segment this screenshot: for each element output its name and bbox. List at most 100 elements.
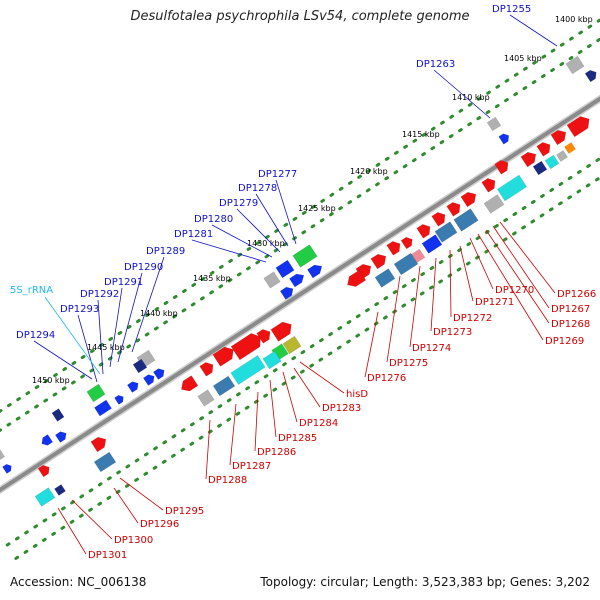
reverse-gene (37, 464, 50, 478)
reverse-gene-shape (483, 194, 505, 214)
reverse-gene-label: DP1270 (495, 285, 534, 296)
forward-leader-line (33, 340, 93, 380)
reverse-gene-shape (416, 224, 431, 239)
reverse-leader-line (477, 233, 544, 341)
forward-gene (2, 463, 12, 474)
scale-label: 1405 kbp (504, 54, 542, 63)
forward-gene (132, 358, 148, 374)
reverse-gene-shape (0, 449, 6, 461)
reverse-gene-label: DP1283 (322, 403, 361, 414)
forward-gene (127, 381, 139, 393)
reverse-gene (421, 234, 443, 254)
reverse-gene-shape (431, 212, 446, 227)
reverse-gene-shape (212, 375, 236, 397)
reverse-leader-line (449, 249, 452, 318)
reverse-gene (494, 160, 509, 175)
reverse-leader-line (205, 419, 211, 480)
reverse-gene (446, 202, 461, 217)
forward-gene (114, 394, 124, 405)
reverse-gene-shape (54, 484, 66, 496)
forward-gene-label: DP1255 (492, 4, 531, 15)
reverse-gene (434, 221, 458, 243)
forward-gene (307, 264, 323, 279)
forward-gene (143, 374, 155, 386)
forward-gene-label: DP1294 (16, 330, 55, 341)
forward-gene (565, 55, 585, 75)
reverse-gene-shape (347, 269, 367, 287)
reverse-gene (483, 194, 505, 214)
reverse-gene-label: DP1285 (278, 433, 317, 444)
forward-gene-shape (275, 259, 295, 279)
reverse-gene-label: DP1268 (551, 319, 590, 330)
forward-gene-shape (263, 271, 281, 289)
reverse-gene-shape (90, 436, 107, 453)
forward-leader-line (433, 69, 491, 119)
forward-gene-shape (153, 368, 165, 380)
forward-gene-shape (307, 264, 323, 279)
reverse-gene (180, 375, 199, 392)
scale-label: 1435 kbp (193, 274, 231, 283)
reverse-gene-label: DP1301 (88, 550, 127, 561)
reverse-gene (386, 241, 401, 256)
reverse-leader-line (119, 477, 164, 511)
reverse-gene-shape (421, 234, 443, 254)
reverse-gene-shape (230, 333, 261, 361)
backbone-line (0, 96, 600, 493)
scale-label: 1415 kbp (402, 130, 440, 139)
reverse-gene (230, 355, 266, 385)
reverse-gene (481, 178, 496, 193)
reverse-gene-label: DP1274 (412, 343, 451, 354)
forward-gene (584, 69, 597, 83)
reverse-leader-line (282, 371, 298, 423)
reverse-gene-shape (566, 116, 590, 138)
reverse-gene (460, 191, 477, 208)
reverse-gene-shape (197, 389, 215, 407)
reverse-gene-label: DP1269 (545, 336, 584, 347)
forward-leader-line (97, 299, 104, 375)
scale-label: 1420 kbp (350, 167, 388, 176)
reverse-leader-line (71, 499, 113, 540)
reverse-gene (520, 151, 537, 168)
reverse-gene-label: DP1273 (433, 327, 472, 338)
reverse-gene-shape (564, 142, 576, 154)
reverse-gene-shape (536, 142, 551, 157)
scale-label: 1440 kbp (140, 309, 178, 318)
forward-gene-shape (565, 55, 585, 75)
reverse-leader-line (430, 257, 437, 332)
forward-gene-shape (292, 244, 318, 268)
forward-leader-line (211, 224, 273, 258)
forward-leader-line (509, 14, 558, 47)
scale-label: 1430 kbp (247, 239, 285, 248)
reverse-gene-label: DP1286 (257, 447, 296, 458)
reverse-gene (197, 389, 215, 407)
forward-gene-shape (51, 408, 65, 422)
reverse-gene (431, 212, 446, 227)
forward-gene-shape (279, 286, 294, 300)
reverse-leader-line (113, 487, 139, 524)
reverse-gene-label: DP1288 (208, 475, 247, 486)
reverse-gene (400, 236, 413, 250)
reverse-leader-line (269, 379, 277, 438)
reverse-gene (230, 333, 261, 361)
rna-leader-line (44, 296, 101, 375)
forward-gene-shape (86, 383, 106, 403)
reverse-leader-line (459, 245, 474, 302)
reverse-gene (374, 268, 396, 288)
reverse-gene-label: DP1266 (557, 289, 596, 300)
reverse-gene (256, 329, 271, 344)
reverse-gene-shape (256, 329, 271, 344)
forward-gene-label: DP1291 (104, 277, 143, 288)
reverse-gene-shape (386, 241, 401, 256)
forward-gene (279, 286, 294, 300)
ruler-dotted-line (14, 175, 600, 560)
forward-gene-label: DP1280 (194, 214, 233, 225)
reverse-gene-shape (460, 191, 477, 208)
forward-gene-label: DP1293 (60, 304, 99, 315)
reverse-gene-label: DP1272 (453, 313, 492, 324)
ruler-dotted-line (5, 156, 600, 547)
forward-gene-shape (584, 69, 597, 83)
reverse-gene-label: DP1300 (114, 535, 153, 546)
reverse-leader-line (299, 361, 345, 394)
forward-gene-shape (94, 399, 112, 417)
